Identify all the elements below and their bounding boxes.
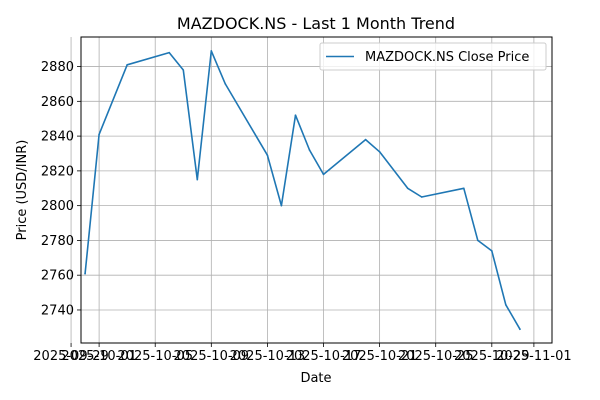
y-tick-label: 2840 xyxy=(41,130,74,145)
data-point xyxy=(294,114,297,117)
series-line-0 xyxy=(84,50,521,331)
data-point xyxy=(126,64,128,66)
y-axis-label: Price (USD/INR) xyxy=(15,140,30,241)
x-tick-label: 2025-10-25 xyxy=(398,349,474,364)
chart-title: MAZDOCK.NS - Last 1 Month Trend xyxy=(177,14,455,33)
x-tick-label: 2025-09-29 xyxy=(33,349,109,364)
legend-box xyxy=(319,42,547,71)
y-tick-label: 2800 xyxy=(41,199,74,214)
y-tick-label: 2760 xyxy=(41,269,74,284)
data-point xyxy=(210,50,213,52)
data-point xyxy=(519,328,521,330)
x-tick-label: 2025-10-17 xyxy=(286,349,362,364)
data-point xyxy=(505,303,507,306)
y-tick-label: 2780 xyxy=(41,234,74,249)
data-point xyxy=(462,187,465,190)
data-point xyxy=(266,154,269,157)
data-point xyxy=(168,51,171,54)
data-point xyxy=(364,138,367,141)
grid-lines xyxy=(70,37,552,343)
data-point xyxy=(420,196,423,198)
x-axis-label: Date xyxy=(300,371,331,386)
x-tick-label: 2025-10-05 xyxy=(117,349,193,364)
y-tick-label: 2880 xyxy=(41,60,74,75)
x-tick-label: 2025-10-13 xyxy=(230,349,306,364)
data-point xyxy=(491,250,493,252)
x-tick-label: 2025-10-21 xyxy=(342,349,418,364)
data-point xyxy=(224,83,227,85)
y-tick-label: 2860 xyxy=(41,95,74,110)
data-point xyxy=(322,173,325,176)
x-tick-label: 2025-10-09 xyxy=(174,349,250,364)
series-layer xyxy=(84,50,521,331)
x-tick-label: 2025-11-01 xyxy=(496,349,572,364)
y-tick-label: 2820 xyxy=(41,164,74,179)
plot-area-frame xyxy=(80,36,553,344)
legend: MAZDOCK.NS Close Price xyxy=(319,42,547,71)
axis-ticks: 2025-09-292025-10-012025-10-052025-10-09… xyxy=(33,60,571,364)
data-point xyxy=(182,69,185,71)
data-point xyxy=(280,204,283,207)
data-point xyxy=(378,150,381,153)
data-point xyxy=(308,149,311,151)
data-point xyxy=(476,239,479,242)
x-tick-label: 2025-10-29 xyxy=(454,349,530,364)
data-point xyxy=(98,133,100,136)
y-tick-label: 2740 xyxy=(41,303,74,318)
data-point xyxy=(84,272,86,275)
x-tick-label: 2025-10-01 xyxy=(61,349,137,364)
legend-label: MAZDOCK.NS Close Price xyxy=(365,50,529,65)
data-point xyxy=(406,187,409,190)
data-point xyxy=(196,178,199,181)
